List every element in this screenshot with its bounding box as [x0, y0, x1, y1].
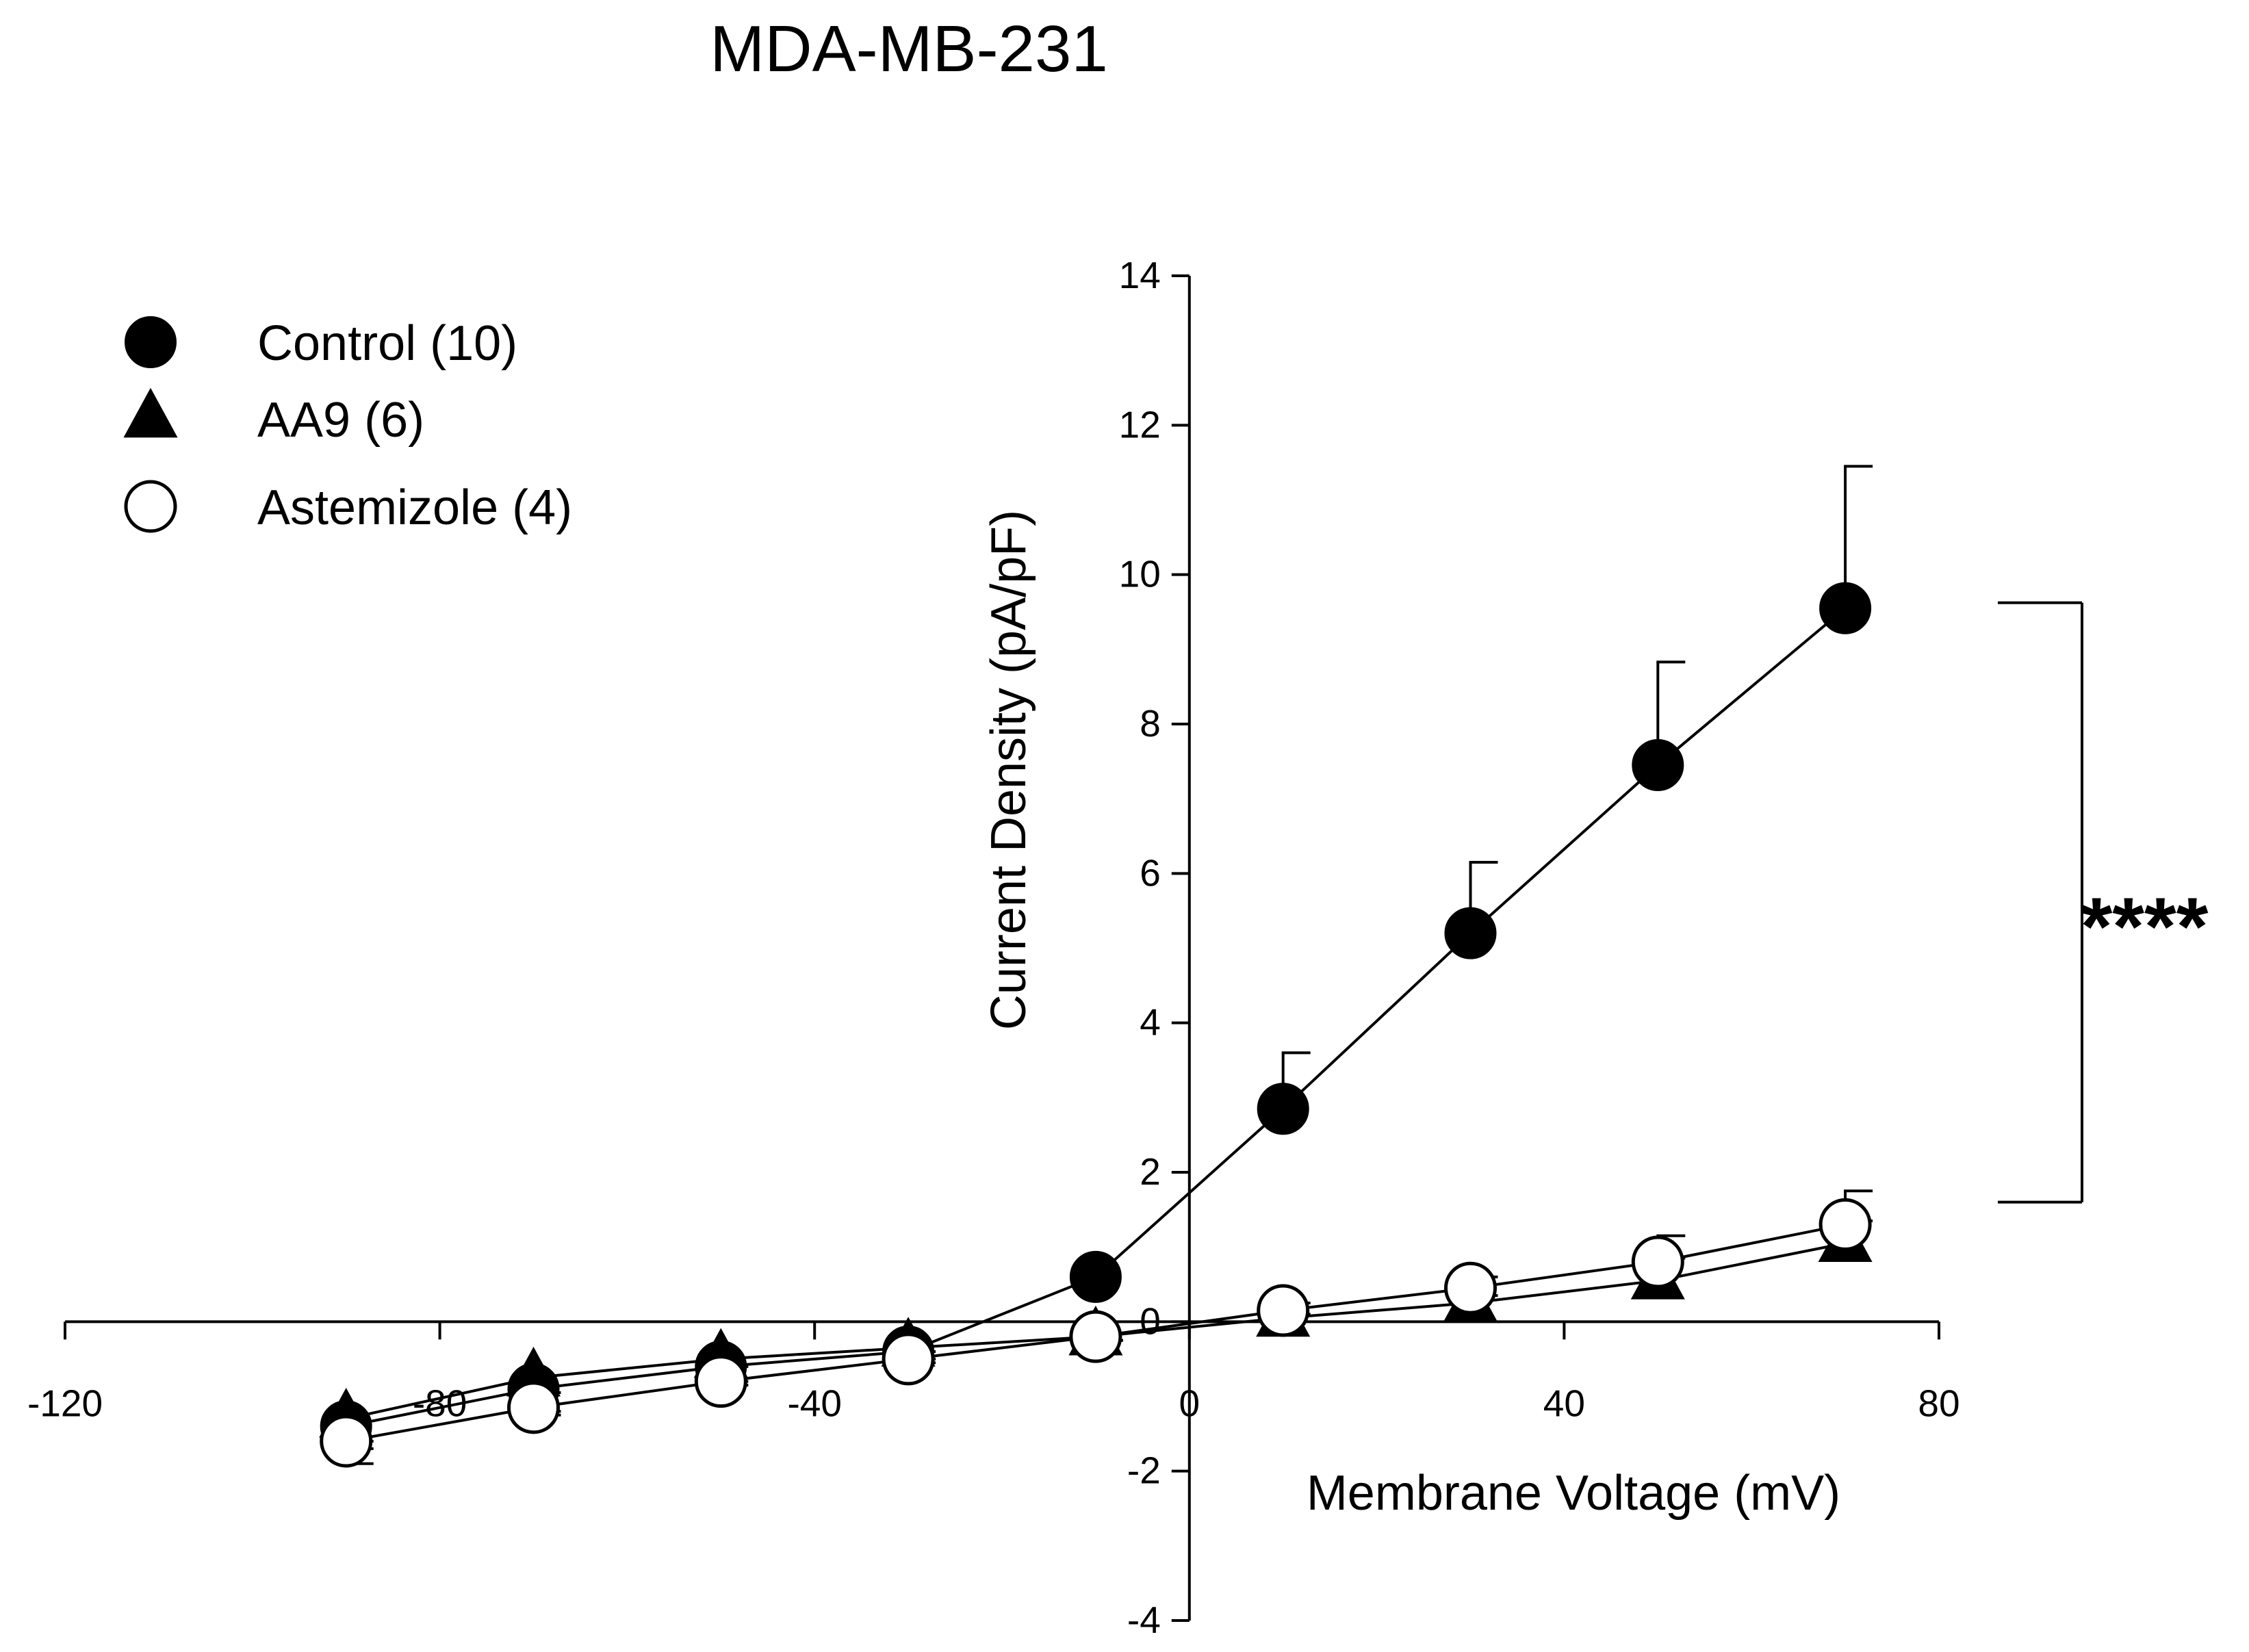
axes [65, 276, 1939, 1621]
legend-item: Astemizole (4) [124, 480, 572, 535]
legend-marker [125, 316, 177, 368]
x-axis-label: Membrane Voltage (mV) [1307, 1466, 1840, 1521]
legend-item: Control (10) [125, 316, 517, 371]
y-tick-label: 2 [1140, 1150, 1161, 1193]
y-tick-label: -2 [1127, 1449, 1161, 1492]
x-tick-label: -40 [787, 1382, 842, 1424]
data-point [882, 1332, 935, 1386]
x-tick-label: -120 [27, 1382, 103, 1424]
data-point [1819, 582, 1872, 634]
data-point [1257, 1083, 1309, 1135]
legend: Control (10) AA9 (6) Astemizole (4) [123, 316, 572, 535]
significance-bracket [1998, 601, 2083, 1204]
x-tick-label: 0 [1179, 1382, 1200, 1424]
data-point [320, 1415, 373, 1468]
legend-label: Control (10) [257, 316, 517, 371]
x-tick-label: 80 [1918, 1382, 1959, 1424]
legend-item: AA9 (6) [123, 387, 424, 448]
data-point [507, 1381, 560, 1434]
series-line [346, 607, 1847, 1428]
y-tick-label: 8 [1140, 702, 1161, 745]
y-tick-label: -4 [1127, 1599, 1161, 1641]
y-tick-label: 6 [1140, 851, 1161, 894]
y-tick-label: 0 [1140, 1300, 1161, 1342]
y-tick-label: 10 [1119, 553, 1161, 595]
legend-label: AA9 (6) [257, 393, 424, 448]
data-point [1069, 1250, 1122, 1303]
y-tick-label: 14 [1119, 254, 1161, 296]
y-axis-label: Current Density (pA/pF) [981, 510, 1036, 1030]
legend-marker [123, 387, 178, 438]
legend-marker [124, 480, 177, 533]
legend-label: Astemizole (4) [257, 480, 572, 535]
series-astemizole-4 [320, 1189, 1873, 1468]
y-tick-label: 4 [1140, 1001, 1161, 1044]
data-point [1257, 1284, 1310, 1337]
significance-stars: **** [2081, 881, 2209, 972]
data-point [1069, 1310, 1122, 1363]
data-point [1819, 1198, 1872, 1251]
data-point [1444, 1261, 1497, 1315]
y-tick-label: 12 [1119, 403, 1161, 446]
y-axis-ticks: -4 -2 0 2 4 6 8 10 12 14 [1119, 254, 1190, 1641]
series-layer [319, 465, 1873, 1468]
x-axis-ticks: -120 -80 -40 0 40 80 [27, 1321, 1960, 1424]
data-point [694, 1355, 747, 1408]
x-tick-label: 40 [1543, 1382, 1585, 1424]
chart-title: MDA-MB-231 [710, 12, 1107, 86]
data-point [1632, 739, 1684, 792]
data-point [1631, 1235, 1684, 1289]
data-point [1444, 907, 1497, 959]
